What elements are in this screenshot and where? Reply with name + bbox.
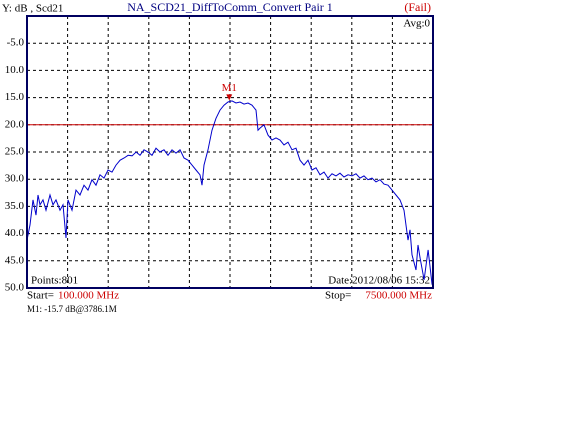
average: Avg:0	[403, 18, 430, 30]
y-tick-label: -5.0	[7, 37, 25, 49]
y-tick-label: 30.0	[5, 173, 25, 185]
y-tick-label: 40.0	[5, 227, 25, 239]
status: (Fail)	[404, 0, 431, 14]
y-tick-label: 50.0	[5, 282, 25, 294]
date: Date:2012/08/06 15:32	[328, 275, 430, 287]
y-tick-label: 20.0	[5, 118, 25, 130]
start-label: Start=	[27, 290, 54, 302]
stop-label: Stop=	[325, 290, 351, 302]
y-tick-label: 45.0	[5, 254, 25, 266]
points: Points:801	[31, 275, 78, 287]
marker-readout: M1: -15.7 dB@3786.1M	[27, 304, 117, 314]
y-tick-label: 15.0	[5, 91, 25, 103]
marker-label: M1	[222, 82, 237, 94]
y-header: Y: dB , Scd21	[2, 3, 63, 15]
start-value: 100.000 MHz	[58, 290, 119, 302]
stop-value: 7500.000 MHz	[365, 290, 432, 302]
trace	[26, 100, 433, 285]
chart-title: NA_SCD21_DiffToComm_Convert Pair 1	[127, 0, 333, 14]
marker	[226, 94, 233, 101]
plot-border	[26, 15, 434, 289]
y-tick-label: 25.0	[5, 146, 25, 158]
y-tick-label: 35.0	[5, 200, 25, 212]
y-tick-label: 10.0	[5, 64, 25, 76]
